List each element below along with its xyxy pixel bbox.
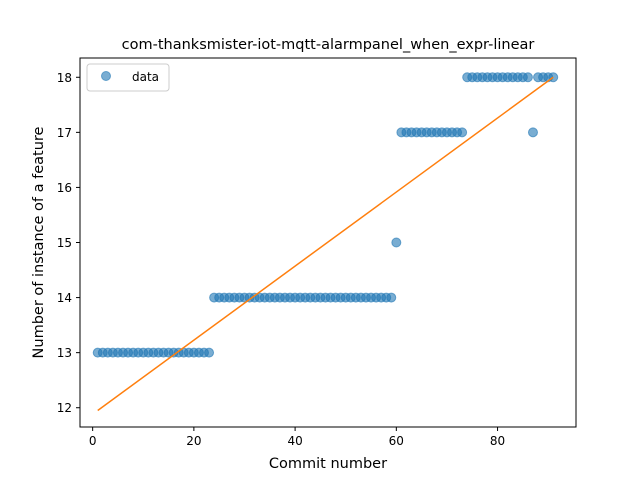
y-axis: 12 13 14 15 16 17 18 (57, 71, 80, 415)
x-axis: 0 20 40 60 80 (89, 427, 505, 448)
y-tick-label: 13 (57, 346, 72, 360)
y-tick-label: 16 (57, 181, 72, 195)
plot-area (92, 72, 559, 412)
y-tick-label: 17 (57, 126, 72, 140)
data-point (204, 347, 215, 358)
legend: data (86, 63, 170, 92)
x-tick-label: 80 (490, 434, 505, 448)
data-point (386, 292, 397, 303)
data-point (522, 72, 533, 83)
data-point (527, 127, 538, 138)
x-axis-label: Commit number (269, 456, 387, 472)
y-tick-label: 14 (57, 291, 72, 305)
data-point (457, 127, 468, 138)
data-point (391, 237, 402, 248)
legend-label-data: data (132, 70, 159, 84)
chart-title: com-thanksmister-iot-mqtt-alarmpanel_whe… (122, 37, 535, 53)
y-tick-label: 18 (57, 71, 72, 85)
x-tick-label: 60 (389, 434, 404, 448)
y-axis-label: Number of instance of a feature (31, 126, 47, 358)
x-tick-label: 40 (287, 434, 302, 448)
legend-marker-data (101, 71, 111, 81)
y-tick-label: 12 (57, 401, 72, 415)
y-tick-label: 15 (57, 236, 72, 250)
fit-line (97, 76, 554, 412)
x-tick-label: 20 (186, 434, 201, 448)
legend-box (86, 63, 170, 92)
x-tick-label: 0 (89, 434, 97, 448)
